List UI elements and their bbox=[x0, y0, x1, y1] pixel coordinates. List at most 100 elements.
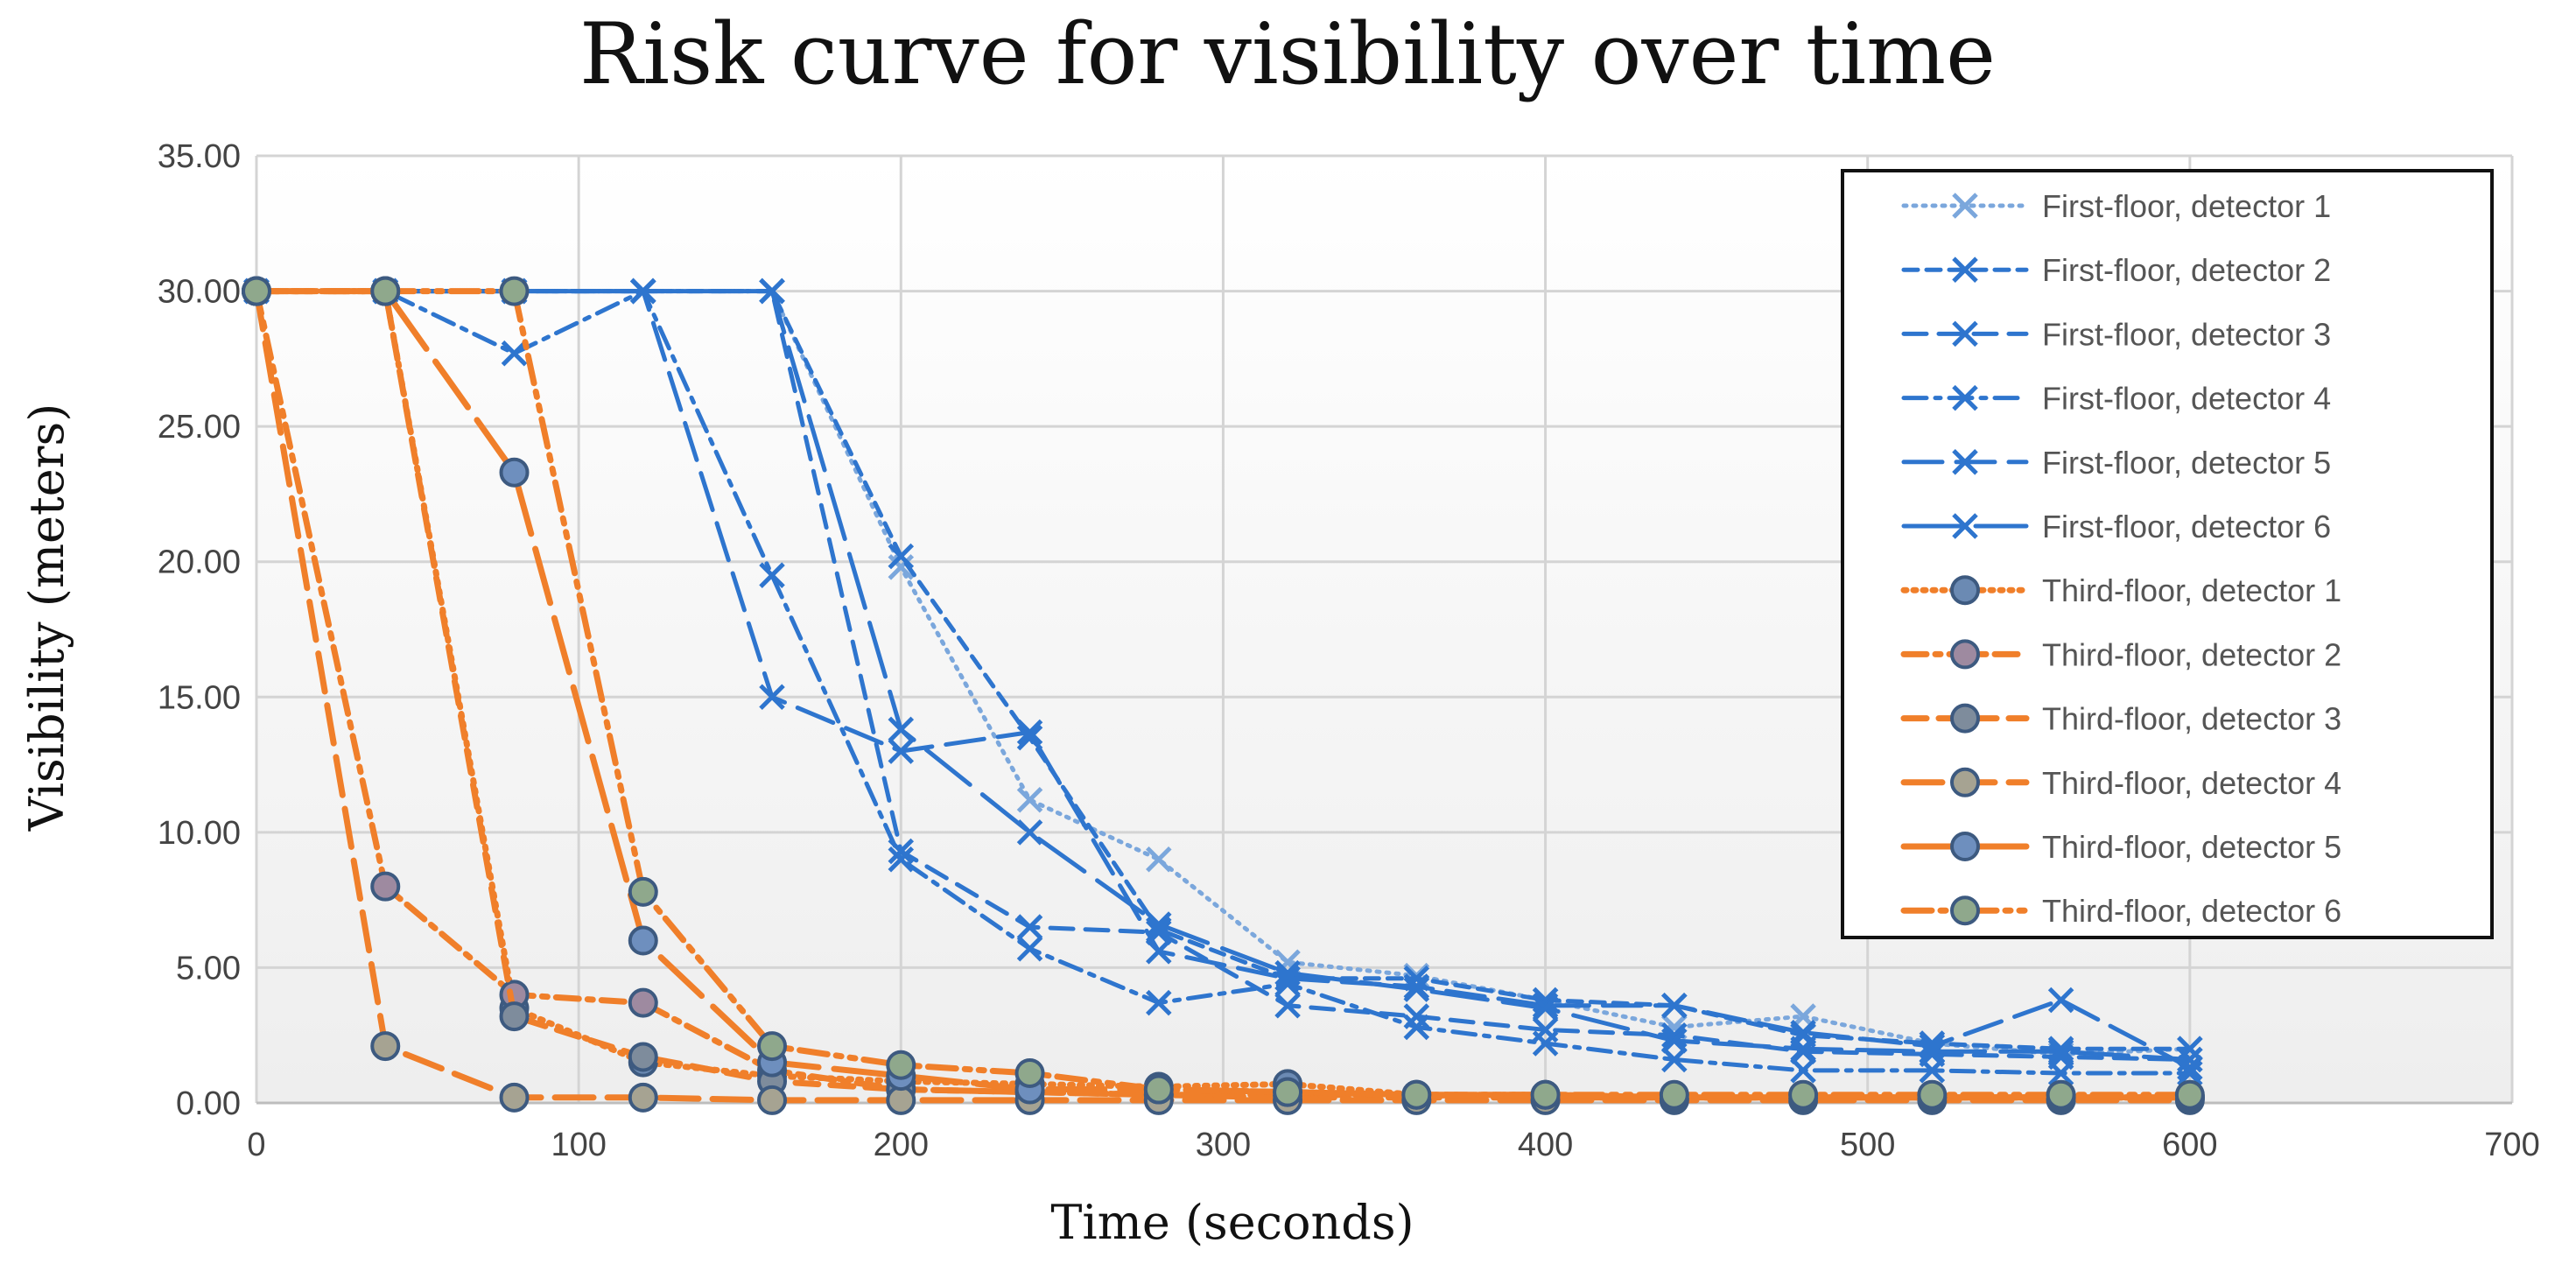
series-line bbox=[253, 288, 2193, 1099]
legend-label: First-floor, detector 4 bbox=[2042, 381, 2331, 417]
data-point bbox=[2047, 1060, 2074, 1086]
x-tick-label: 500 bbox=[1840, 1127, 1895, 1163]
data-point bbox=[1146, 846, 1172, 873]
legend-item: Third-floor, detector 2 bbox=[1900, 636, 2341, 672]
data-point bbox=[1016, 914, 1043, 940]
data-point bbox=[1788, 1079, 1819, 1110]
data-point bbox=[628, 987, 658, 1018]
data-point bbox=[499, 1082, 530, 1113]
data-point bbox=[1532, 995, 1559, 1022]
legend-item: Third-floor, detector 3 bbox=[1900, 701, 2341, 737]
data-point bbox=[888, 543, 915, 570]
data-point bbox=[759, 684, 785, 711]
data-point bbox=[1274, 966, 1301, 992]
x-tick-label: 400 bbox=[1518, 1127, 1573, 1163]
legend-marker bbox=[1952, 449, 1978, 475]
legend-item: First-floor, detector 4 bbox=[1901, 381, 2331, 417]
legend-item: First-floor, detector 5 bbox=[1901, 445, 2331, 481]
x-tick-label: 0 bbox=[247, 1127, 265, 1163]
y-tick-label: 30.00 bbox=[158, 274, 241, 311]
data-point bbox=[1919, 1038, 1946, 1065]
legend-marker bbox=[1950, 575, 1980, 606]
data-point bbox=[1016, 936, 1043, 962]
data-point bbox=[628, 925, 658, 956]
x-tick-label: 700 bbox=[2484, 1127, 2539, 1163]
legend-label: Third-floor, detector 3 bbox=[2042, 701, 2341, 737]
legend-label: First-floor, detector 1 bbox=[2042, 188, 2331, 224]
data-point bbox=[2177, 1046, 2203, 1073]
data-point bbox=[1917, 1079, 1948, 1110]
legend-item: Third-floor, detector 5 bbox=[1900, 829, 2341, 865]
data-point bbox=[630, 277, 656, 305]
legend-marker bbox=[1950, 639, 1980, 670]
data-point bbox=[628, 876, 658, 907]
data-point bbox=[1403, 1014, 1430, 1041]
data-point bbox=[759, 562, 785, 588]
data-point bbox=[1403, 976, 1430, 1002]
data-point bbox=[888, 846, 915, 873]
data-point bbox=[888, 716, 915, 743]
data-point bbox=[1661, 992, 1688, 1019]
x-tick-label: 100 bbox=[551, 1127, 606, 1163]
y-tick-label: 35.00 bbox=[158, 138, 241, 175]
data-point bbox=[759, 277, 785, 305]
legend-marker bbox=[1952, 384, 1978, 411]
series-line bbox=[254, 289, 2193, 1076]
x-tick-label: 300 bbox=[1196, 1127, 1251, 1163]
y-tick-label: 25.00 bbox=[158, 409, 241, 446]
data-point bbox=[1016, 719, 1043, 746]
data-point bbox=[2174, 1079, 2205, 1110]
data-point bbox=[370, 871, 401, 902]
legend: First-floor, detector 1 First-floor, dete… bbox=[1841, 169, 2494, 939]
data-point bbox=[1661, 1046, 1688, 1073]
data-point bbox=[1016, 724, 1043, 751]
data-point bbox=[1274, 959, 1301, 987]
legend-item: First-floor, detector 1 bbox=[1901, 188, 2331, 224]
legend-item: Third-floor, detector 4 bbox=[1900, 765, 2341, 801]
chart-title: Risk curve for visibility over time bbox=[579, 5, 1996, 103]
data-point bbox=[1273, 1077, 1303, 1107]
data-point bbox=[1790, 1036, 1816, 1062]
data-point bbox=[499, 276, 530, 306]
legend-marker bbox=[1950, 703, 1980, 734]
data-point bbox=[1401, 1079, 1432, 1110]
legend-label: First-floor, detector 6 bbox=[2042, 509, 2331, 544]
data-point bbox=[2177, 1036, 2203, 1062]
legend-label: Third-floor, detector 5 bbox=[2042, 829, 2341, 865]
data-point bbox=[1014, 1057, 1045, 1088]
data-point bbox=[628, 1082, 658, 1113]
series-lines bbox=[242, 276, 2205, 1115]
legend-marker bbox=[1952, 193, 1978, 219]
legend-label: First-floor, detector 5 bbox=[2042, 445, 2331, 481]
y-tick-label: 10.00 bbox=[158, 815, 241, 852]
data-point bbox=[1919, 1057, 1946, 1084]
x-tick-label: 200 bbox=[874, 1127, 929, 1163]
legend-box bbox=[1841, 169, 2494, 939]
y-tick-label: 0.00 bbox=[176, 1085, 241, 1122]
legend-label: First-floor, detector 2 bbox=[2042, 252, 2331, 288]
data-point bbox=[242, 276, 271, 306]
data-point bbox=[1661, 1028, 1688, 1054]
data-point bbox=[1274, 992, 1301, 1019]
x-axis-ticks: 0 100 200 300 400 500 600 700 bbox=[247, 1127, 2539, 1163]
data-point bbox=[888, 738, 915, 764]
data-point bbox=[499, 1001, 530, 1032]
y-tick-label: 5.00 bbox=[176, 950, 241, 987]
data-point bbox=[1146, 989, 1172, 1016]
data-point bbox=[1532, 1030, 1559, 1057]
data-point bbox=[370, 1031, 401, 1062]
data-point bbox=[1659, 1079, 1689, 1110]
data-point bbox=[886, 1050, 916, 1080]
legend-marker bbox=[1950, 767, 1980, 797]
series-line bbox=[254, 289, 2193, 1062]
data-point bbox=[501, 340, 528, 367]
legend-item: First-floor, detector 6 bbox=[1901, 509, 2331, 544]
data-point bbox=[370, 276, 401, 306]
legend-item: First-floor, detector 3 bbox=[1901, 316, 2331, 352]
data-point bbox=[628, 1042, 658, 1072]
legend-label: First-floor, detector 3 bbox=[2042, 316, 2331, 352]
legend-marker bbox=[1952, 320, 1978, 348]
y-axis-label: Visibility (meters) bbox=[19, 404, 74, 832]
y-axis-ticks: 0.00 5.00 10.00 15.00 20.00 25.00 30.00 35.00 bbox=[158, 138, 241, 1122]
